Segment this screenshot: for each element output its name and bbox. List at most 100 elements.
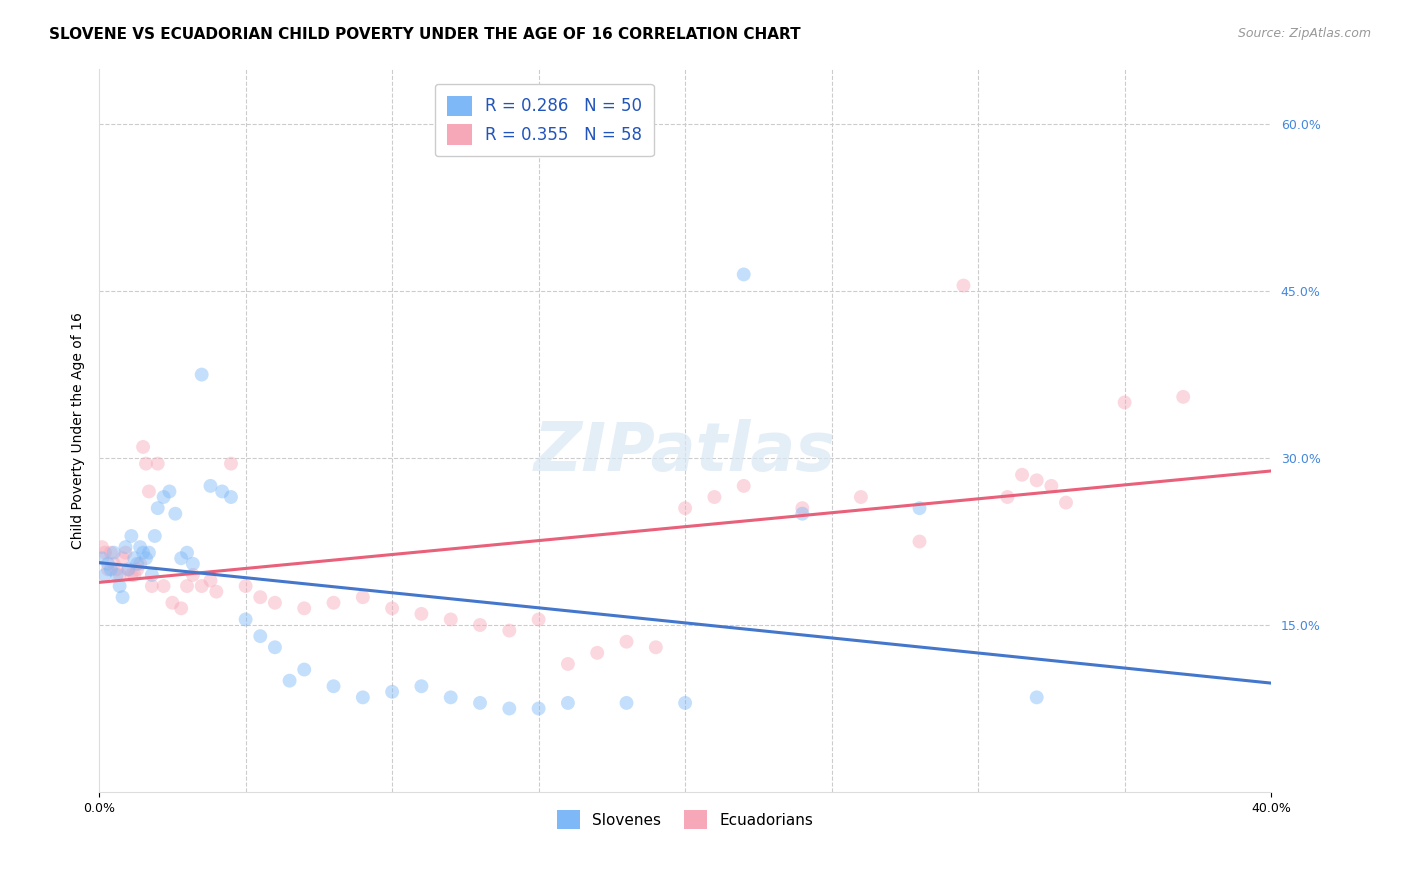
Point: [352, 590, 374, 604]
Point: [219, 490, 242, 504]
Point: [235, 579, 257, 593]
Point: [129, 557, 152, 571]
Point: [733, 479, 755, 493]
Point: [586, 646, 609, 660]
Point: [468, 696, 491, 710]
Point: [440, 612, 463, 626]
Point: [152, 490, 174, 504]
Point: [249, 629, 271, 643]
Point: [152, 579, 174, 593]
Text: Source: ZipAtlas.com: Source: ZipAtlas.com: [1237, 27, 1371, 40]
Point: [141, 579, 163, 593]
Point: [1011, 467, 1033, 482]
Point: [527, 612, 550, 626]
Point: [176, 579, 198, 593]
Point: [200, 574, 222, 588]
Point: [108, 568, 131, 582]
Text: ZIPatlas: ZIPatlas: [534, 419, 837, 485]
Point: [908, 501, 931, 516]
Point: [792, 507, 814, 521]
Point: [111, 551, 134, 566]
Point: [1040, 479, 1063, 493]
Point: [124, 551, 146, 566]
Point: [1025, 473, 1047, 487]
Point: [557, 696, 579, 710]
Point: [124, 568, 146, 582]
Point: [100, 546, 122, 560]
Point: [211, 484, 233, 499]
Point: [100, 562, 122, 576]
Point: [264, 640, 287, 655]
Point: [1054, 495, 1077, 509]
Point: [616, 634, 638, 648]
Point: [111, 590, 134, 604]
Point: [94, 568, 117, 582]
Point: [278, 673, 301, 688]
Point: [1025, 690, 1047, 705]
Point: [468, 618, 491, 632]
Point: [94, 546, 117, 560]
Point: [127, 562, 149, 576]
Point: [170, 551, 193, 566]
Point: [381, 601, 404, 615]
Point: [249, 590, 271, 604]
Point: [129, 540, 152, 554]
Legend: Slovenes, Ecuadorians: Slovenes, Ecuadorians: [551, 804, 820, 835]
Point: [114, 540, 136, 554]
Point: [190, 368, 212, 382]
Point: [114, 546, 136, 560]
Text: SLOVENE VS ECUADORIAN CHILD POVERTY UNDER THE AGE OF 16 CORRELATION CHART: SLOVENE VS ECUADORIAN CHILD POVERTY UNDE…: [49, 27, 801, 42]
Point: [292, 663, 315, 677]
Point: [132, 546, 155, 560]
Point: [135, 551, 157, 566]
Point: [120, 529, 142, 543]
Point: [120, 568, 142, 582]
Point: [170, 601, 193, 615]
Point: [97, 557, 120, 571]
Point: [91, 551, 114, 566]
Point: [146, 501, 169, 516]
Point: [91, 540, 114, 554]
Point: [190, 579, 212, 593]
Point: [322, 679, 344, 693]
Point: [527, 701, 550, 715]
Y-axis label: Child Poverty Under the Age of 16: Child Poverty Under the Age of 16: [72, 312, 86, 549]
Point: [616, 696, 638, 710]
Point: [381, 685, 404, 699]
Point: [103, 557, 125, 571]
Point: [117, 562, 139, 576]
Point: [141, 568, 163, 582]
Point: [644, 640, 666, 655]
Point: [997, 490, 1019, 504]
Point: [162, 596, 184, 610]
Point: [908, 534, 931, 549]
Point: [200, 479, 222, 493]
Point: [103, 546, 125, 560]
Point: [138, 546, 160, 560]
Point: [117, 562, 139, 576]
Point: [673, 696, 696, 710]
Point: [219, 457, 242, 471]
Point: [557, 657, 579, 671]
Point: [703, 490, 725, 504]
Point: [264, 596, 287, 610]
Point: [108, 579, 131, 593]
Point: [792, 501, 814, 516]
Point: [205, 584, 228, 599]
Point: [440, 690, 463, 705]
Point: [292, 601, 315, 615]
Point: [235, 612, 257, 626]
Point: [498, 701, 520, 715]
Point: [849, 490, 872, 504]
Point: [127, 557, 149, 571]
Point: [105, 568, 128, 582]
Point: [498, 624, 520, 638]
Point: [97, 562, 120, 576]
Point: [181, 568, 204, 582]
Point: [138, 484, 160, 499]
Point: [1114, 395, 1136, 409]
Point: [132, 440, 155, 454]
Point: [143, 529, 166, 543]
Point: [1173, 390, 1195, 404]
Point: [733, 268, 755, 282]
